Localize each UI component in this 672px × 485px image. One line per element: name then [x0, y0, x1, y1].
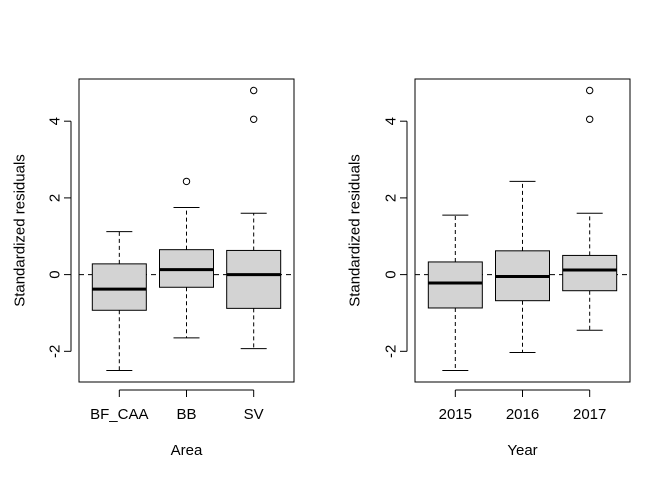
box-2017: [562, 86, 618, 331]
box-2016: [495, 180, 550, 353]
box-2015: [427, 214, 483, 371]
y-tick-label: 0: [47, 270, 64, 278]
outlier-point: [182, 177, 191, 186]
y-axis-label: Standardized residuals: [12, 154, 29, 307]
outlier-point: [249, 86, 258, 95]
x-axis-label: Year: [507, 442, 537, 459]
y-tick-label: 2: [47, 194, 64, 202]
box-BB: [159, 177, 214, 339]
x-tick-label: SV: [244, 406, 264, 423]
panel-area: -2 0 2 4 BF_CAA BB SV Area Standardized residu…: [12, 78, 295, 459]
box-SV: [226, 86, 282, 350]
x-tick-label: 2016: [506, 406, 539, 423]
iqr-box: [562, 254, 618, 292]
y-tick-label: 0: [383, 270, 400, 278]
outlier-point: [585, 86, 594, 95]
iqr-box: [226, 249, 282, 309]
outlier-point: [249, 115, 258, 123]
iqr-box: [427, 261, 483, 309]
y-tick-label: -2: [47, 345, 64, 358]
plot-marks: -2 0 2 4 2015 2016 2017: [383, 86, 630, 423]
iqr-box: [91, 263, 147, 311]
box-BF_CAA: [91, 231, 147, 371]
plot-frame: [414, 78, 631, 383]
y-axis-label: Standardized residuals: [347, 154, 364, 307]
plot-frame: [78, 78, 295, 383]
panel-year: -2 0 2 4 2015 2016 2017 Year Standardized resi…: [347, 78, 631, 459]
outlier-point: [585, 115, 594, 123]
y-tick-label: 2: [383, 194, 400, 202]
y-tick-label: -2: [383, 345, 400, 358]
y-tick-label: 4: [383, 117, 400, 125]
x-tick-label: BB: [176, 406, 196, 423]
y-tick-label: 4: [47, 117, 64, 125]
x-tick-label: 2017: [573, 406, 606, 423]
x-tick-label: BF_CAA: [90, 406, 148, 423]
x-axis-label: Area: [171, 442, 203, 459]
plot-marks: -2 0 2 4 BF_CAA BB SV: [47, 86, 294, 423]
x-tick-label: 2015: [439, 406, 472, 423]
